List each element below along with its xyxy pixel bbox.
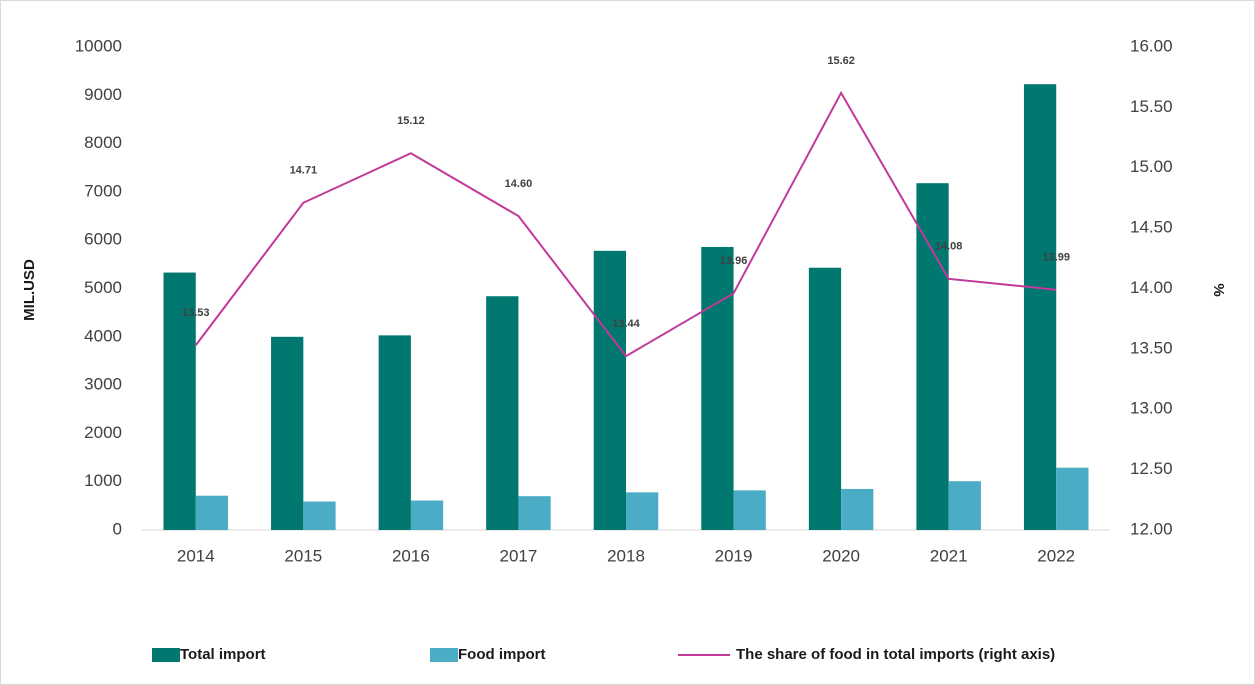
y-axis-label: MIL.USD — [21, 259, 38, 321]
legend-swatch — [430, 648, 458, 662]
y2-tick-label: 15.00 — [1130, 157, 1173, 176]
y2-tick-label: 15.50 — [1130, 97, 1173, 116]
data-label: 15.62 — [827, 55, 855, 67]
x-tick-label: 2020 — [822, 546, 860, 565]
line-series — [194, 90, 1057, 358]
bar — [808, 267, 842, 530]
y2-tick-label: 14.50 — [1130, 218, 1173, 237]
bar — [733, 490, 766, 530]
y-tick-label: 0 — [113, 519, 122, 538]
y2-tick-label: 12.00 — [1130, 519, 1173, 538]
x-tick-label: 2016 — [392, 546, 430, 565]
y2-tick-label: 12.50 — [1130, 459, 1173, 478]
bar — [1056, 467, 1089, 530]
bar — [303, 501, 336, 530]
bar — [410, 500, 444, 530]
y-tick-label: 5000 — [84, 278, 122, 297]
bar — [1023, 84, 1057, 530]
y-tick-label: 10000 — [75, 36, 122, 55]
y-tick-label: 9000 — [84, 85, 122, 104]
y-tick-label: 7000 — [84, 181, 122, 200]
bar — [701, 246, 734, 530]
y2-tick-label: 14.00 — [1130, 278, 1173, 297]
data-label: 13.99 — [1042, 252, 1070, 264]
y-tick-label: 3000 — [84, 375, 122, 394]
x-tick-label: 2015 — [284, 546, 322, 565]
legend-label: The share of food in total imports (righ… — [736, 646, 1055, 663]
data-label: 13.44 — [612, 318, 640, 330]
bar — [948, 481, 981, 530]
data-label: 15.12 — [397, 115, 425, 127]
y-tick-label: 2000 — [84, 423, 122, 442]
y2-axis-label: % — [1210, 283, 1227, 296]
legend-label: Food import — [458, 646, 545, 663]
x-tick-label: 2019 — [715, 546, 753, 565]
bar — [626, 492, 659, 530]
x-tick-label: 2021 — [930, 546, 968, 565]
y-tick-label: 6000 — [84, 230, 122, 249]
legend-swatch — [152, 648, 180, 662]
data-label: 13.53 — [182, 307, 210, 319]
x-tick-label: 2014 — [177, 546, 215, 565]
bar — [916, 183, 949, 530]
data-label: 14.60 — [505, 178, 533, 190]
bar — [195, 495, 229, 530]
data-label: 14.71 — [290, 165, 318, 177]
y-tick-label: 1000 — [84, 471, 122, 490]
bar — [593, 250, 626, 531]
y2-tick-label: 13.50 — [1130, 338, 1173, 357]
x-tick-label: 2018 — [607, 546, 645, 565]
bar — [486, 296, 519, 530]
legend-label: Total import — [180, 646, 266, 663]
bar — [271, 336, 304, 530]
bar — [518, 496, 551, 530]
y-tick-label: 8000 — [84, 133, 122, 152]
bar — [378, 335, 411, 530]
y2-tick-label: 16.00 — [1130, 36, 1173, 55]
data-label: 13.96 — [720, 255, 748, 267]
y2-tick-label: 13.00 — [1130, 399, 1173, 418]
y-tick-label: 4000 — [84, 326, 122, 345]
x-tick-label: 2017 — [500, 546, 538, 565]
x-tick-label: 2022 — [1037, 546, 1075, 565]
data-label: 14.08 — [935, 241, 963, 253]
bar — [841, 488, 874, 530]
bar — [163, 272, 196, 530]
